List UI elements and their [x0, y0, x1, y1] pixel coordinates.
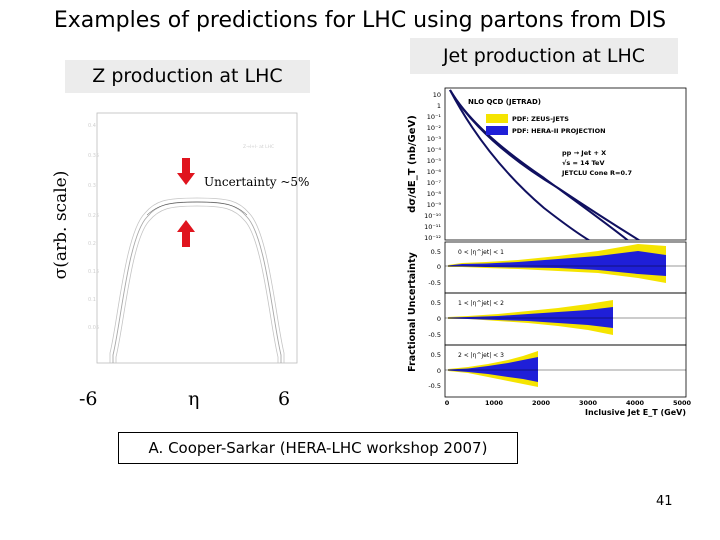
- subpanel-1-range: 0 < |η^jet| < 1: [458, 249, 504, 256]
- svg-text:0.1: 0.1: [88, 297, 96, 303]
- upper-y-tick: 10⁻¹²: [424, 234, 441, 242]
- subpanel-1-y-tick: 0.5: [431, 248, 441, 256]
- legend-swatch-zeus: [486, 114, 508, 123]
- jet-x-axis-label: Inclusive Jet E_T (GeV): [585, 408, 686, 417]
- x-tick: 2000: [532, 399, 551, 407]
- page-number: 41: [656, 494, 673, 509]
- upper-y-tick: 10⁻⁶: [427, 168, 442, 176]
- z-plot-faint-ticks: 0.4 0.35 0.3 0.25 0.2 0.15 0.1 0.05: [88, 123, 99, 331]
- upper-y-tick: 10⁻⁸: [427, 190, 442, 198]
- jet-label-background: [410, 38, 678, 74]
- z-x-axis-symbol: η: [188, 388, 200, 410]
- process-label: pp → Jet + X: [562, 149, 606, 157]
- z-label-background: [65, 60, 310, 93]
- uncertainty-arrow-up: [177, 220, 195, 247]
- x-tick: 3000: [579, 399, 598, 407]
- z-curve-lower: [115, 205, 279, 363]
- jet-production-label: Jet production at LHC: [442, 45, 646, 67]
- svg-text:0.15: 0.15: [88, 269, 99, 275]
- z-production-label: Z production at LHC: [92, 65, 283, 87]
- subpanel-2-y-tick: -0.5: [428, 331, 441, 339]
- svg-text:0.05: 0.05: [88, 325, 99, 331]
- legend-label-zeus: PDF: ZEUS-JETS: [512, 115, 569, 123]
- subpanel-3-frame: [444, 344, 687, 398]
- z-x-min-label: -6: [79, 388, 98, 410]
- svg-text:0.25: 0.25: [88, 213, 99, 219]
- subpanel-2-y-tick: 0.5: [431, 299, 441, 307]
- x-tick: 5000: [673, 399, 692, 407]
- jet-upper-y-ticks: 10 1 10⁻¹ 10⁻² 10⁻³ 10⁻⁴ 10⁻⁵ 10⁻⁶ 10⁻⁷ …: [424, 91, 441, 242]
- slide-title: Examples of predictions for LHC using pa…: [53, 8, 667, 33]
- z-plot-faint-caption: Z→l+l- at LHC: [243, 144, 274, 150]
- jet-upper-y-axis-label: dσ/dE_T (nb/GeV): [407, 115, 418, 213]
- subpanel-2-y-tick: 0: [437, 315, 441, 323]
- citation-box: A. Cooper-Sarkar (HERA-LHC workshop 2007…: [118, 432, 518, 464]
- subpanel-3-y-tick: -0.5: [428, 382, 441, 390]
- x-tick: 0: [445, 399, 450, 407]
- upper-y-tick: 10⁻⁹: [427, 201, 442, 209]
- jet-production-plot: dσ/dE_T (nb/GeV) Fractional Uncertainty …: [407, 87, 692, 417]
- upper-y-tick: 10⁻⁷: [427, 179, 442, 187]
- upper-y-tick: 10⁻⁵: [427, 157, 442, 165]
- jet-lower-y-axis-label: Fractional Uncertainty: [407, 251, 418, 371]
- jet-curve-forward: [449, 89, 641, 240]
- x-tick: 1000: [485, 399, 504, 407]
- z-curve-central: [112, 201, 282, 363]
- z-x-max-label: 6: [278, 388, 291, 410]
- upper-y-tick: 10: [433, 91, 441, 99]
- uncertainty-arrow-down: [177, 158, 195, 185]
- legend-label-hera: PDF: HERA-II PROJECTION: [512, 127, 606, 135]
- subpanel-3-band-hera: [448, 357, 538, 382]
- svg-text:0.35: 0.35: [88, 153, 99, 159]
- jet-x-ticks: 0 1000 2000 3000 4000 5000: [445, 399, 692, 407]
- energy-label: √s = 14 TeV: [562, 159, 605, 167]
- upper-y-tick: 10⁻⁴: [427, 146, 442, 154]
- upper-y-tick: 10⁻¹⁰: [424, 212, 441, 220]
- subpanel-3-range: 2 < |η^jet| < 3: [458, 352, 504, 359]
- z-curve-upper: [109, 197, 285, 363]
- z-plot-frame: [96, 112, 298, 364]
- subpanel-3-y-tick: 0.5: [431, 351, 441, 359]
- svg-text:0.4: 0.4: [88, 123, 96, 129]
- upper-y-tick: 10⁻²: [427, 124, 442, 132]
- jet-cross-section-curves: [449, 89, 641, 240]
- upper-y-tick: 10⁻¹: [427, 113, 442, 121]
- x-tick: 4000: [626, 399, 645, 407]
- upper-y-tick: 10⁻³: [427, 135, 442, 143]
- z-y-axis-label: σ(arb. scale): [51, 170, 71, 279]
- upper-y-tick: 1: [437, 102, 441, 110]
- upper-y-tick: 10⁻¹¹: [424, 223, 441, 231]
- legend-swatch-hera: [486, 126, 508, 135]
- z-curve-dark-top: [146, 201, 248, 216]
- svg-text:0.2: 0.2: [88, 241, 96, 247]
- subpanel-1-y-tick: -0.5: [428, 279, 441, 287]
- subpanel-3-y-tick: 0: [437, 367, 441, 375]
- jet-curve-very-forward: [449, 89, 591, 240]
- z-rapidity-plot: 0.4 0.35 0.3 0.25 0.2 0.15 0.1 0.05 Z→l+l- at…: [88, 112, 298, 364]
- uncertainty-note: Uncertainty ~5%: [204, 175, 310, 189]
- algorithm-label: JETCLU Cone R=0.7: [561, 169, 632, 177]
- legend-title: NLO QCD (JETRAD): [468, 98, 541, 106]
- jet-upper-frame: [444, 87, 687, 241]
- subpanel-2-band-hera: [448, 307, 613, 328]
- subpanel-1-y-tick: 0: [437, 263, 441, 271]
- svg-text:0.3: 0.3: [88, 183, 96, 189]
- subpanel-1-band-hera: [448, 251, 666, 276]
- subpanel-2-range: 1 < |η^jet| < 2: [458, 300, 504, 307]
